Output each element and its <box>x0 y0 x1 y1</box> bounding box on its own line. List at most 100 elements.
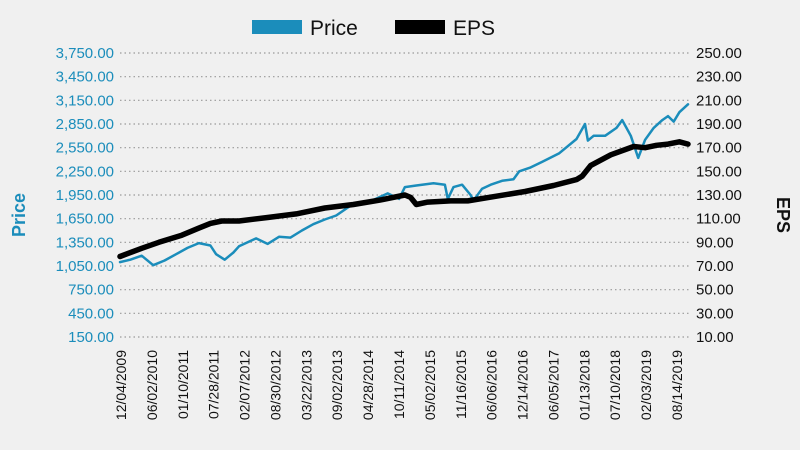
data-point-price <box>452 186 454 188</box>
x-tick-label: 06/06/2016 <box>484 350 500 420</box>
data-point-price <box>444 184 446 186</box>
x-tick-label: 08/30/2012 <box>267 350 283 420</box>
y-right-tick-label: 250.00 <box>696 45 742 62</box>
data-point-eps <box>644 147 646 149</box>
data-point-eps <box>610 154 612 156</box>
data-point-price <box>141 255 143 257</box>
data-point-price <box>637 157 639 159</box>
data-point-eps <box>590 164 592 166</box>
data-point-eps <box>524 190 526 192</box>
series-line-eps <box>117 139 691 260</box>
data-point-price <box>209 244 211 246</box>
data-point-price <box>604 135 606 137</box>
data-point-eps <box>667 143 669 145</box>
data-point-price <box>644 139 646 141</box>
data-point-price <box>518 170 520 172</box>
legend: Price EPS <box>252 17 495 40</box>
data-point-price <box>267 243 269 245</box>
data-point-eps <box>181 234 183 236</box>
legend-swatch-price <box>252 20 302 34</box>
data-point-price <box>481 188 483 190</box>
y-left-tick-label: 3,450.00 <box>56 69 114 86</box>
data-point-eps <box>158 241 160 243</box>
data-point-price <box>593 135 595 137</box>
data-point-eps <box>415 203 417 205</box>
y-right-tick-label: 130.00 <box>696 187 742 204</box>
y-left-tick-label: 2,250.00 <box>56 163 114 180</box>
y-right-tick-label: 50.00 <box>696 282 734 299</box>
x-tick-label: 03/22/2013 <box>298 350 314 420</box>
data-point-eps <box>450 200 452 202</box>
data-point-price <box>541 161 543 163</box>
y-left-tick-label: 1,350.00 <box>56 234 114 251</box>
data-point-price <box>653 127 655 129</box>
x-tick-label: 08/14/2019 <box>669 350 685 420</box>
data-point-eps <box>495 195 497 197</box>
data-point-eps <box>656 144 658 146</box>
data-point-price <box>630 135 632 137</box>
data-point-eps <box>324 207 326 209</box>
y-left-tick-label: 450.00 <box>68 305 114 322</box>
data-point-price <box>530 166 532 168</box>
y-left-axis-title: Price <box>9 193 29 237</box>
x-tick-label: 02/07/2012 <box>237 350 253 420</box>
data-point-price <box>490 184 492 186</box>
x-tick-label: 09/02/2013 <box>329 350 345 420</box>
data-point-eps <box>427 201 429 203</box>
data-point-eps <box>410 196 412 198</box>
legend-label-eps: EPS <box>453 17 495 40</box>
data-point-eps <box>209 222 211 224</box>
data-point-eps <box>352 203 354 205</box>
x-tick-label: 06/02/2010 <box>144 350 160 420</box>
y-left-tick-label: 2,550.00 <box>56 140 114 157</box>
data-point-price <box>661 119 663 121</box>
data-point-price <box>584 123 586 125</box>
data-point-price <box>667 115 669 117</box>
data-point-eps <box>687 143 689 145</box>
data-point-price <box>470 194 472 196</box>
x-tick-label: 06/05/2017 <box>545 350 561 420</box>
series-line-price <box>118 103 690 267</box>
y-right-axis-title: EPS <box>773 197 793 233</box>
data-point-price <box>673 121 675 123</box>
data-point-price <box>678 111 680 113</box>
y-right-tick-label: 210.00 <box>696 92 742 109</box>
data-point-price <box>215 253 217 255</box>
data-point-eps <box>381 199 383 201</box>
data-point-eps <box>221 220 223 222</box>
data-point-price <box>387 192 389 194</box>
x-tick-label: 04/28/2014 <box>360 350 376 420</box>
data-point-price <box>238 245 240 247</box>
x-tick-label: 11/16/2015 <box>453 350 469 419</box>
y-left-tick-label: 150.00 <box>68 329 114 346</box>
data-point-price <box>255 237 257 239</box>
y-left-tick-label: 2,850.00 <box>56 116 114 133</box>
data-point-eps <box>141 247 143 249</box>
data-point-price <box>513 178 515 180</box>
data-point-eps <box>404 194 406 196</box>
data-point-price <box>152 264 154 266</box>
data-point-price <box>175 253 177 255</box>
y-left-tick-label: 3,150.00 <box>56 92 114 109</box>
data-point-eps <box>267 216 269 218</box>
x-tick-label: 10/11/2014 <box>391 350 407 419</box>
legend-swatch-eps <box>395 20 445 34</box>
x-tick-label: 05/02/2015 <box>422 350 438 420</box>
y-left-tick-label: 3,750.00 <box>56 45 114 62</box>
x-tick-label: 12/04/2009 <box>113 350 129 420</box>
y-left-tick-label: 1,950.00 <box>56 187 114 204</box>
x-tick-label: 01/10/2011 <box>175 350 191 419</box>
y-left-tick-label: 750.00 <box>68 282 114 299</box>
data-point-price <box>432 182 434 184</box>
data-point-price <box>575 138 577 140</box>
x-tick-label: 02/03/2019 <box>638 350 654 420</box>
y-right-tick-label: 230.00 <box>696 69 742 86</box>
data-point-eps <box>633 145 635 147</box>
data-point-eps <box>295 213 297 215</box>
data-point-price <box>164 259 166 261</box>
y-right-tick-label: 70.00 <box>696 258 734 275</box>
x-tick-label: 07/28/2011 <box>206 350 222 419</box>
data-point-price <box>404 186 406 188</box>
y-right-tick-label: 10.00 <box>696 329 734 346</box>
data-point-price <box>324 218 326 220</box>
